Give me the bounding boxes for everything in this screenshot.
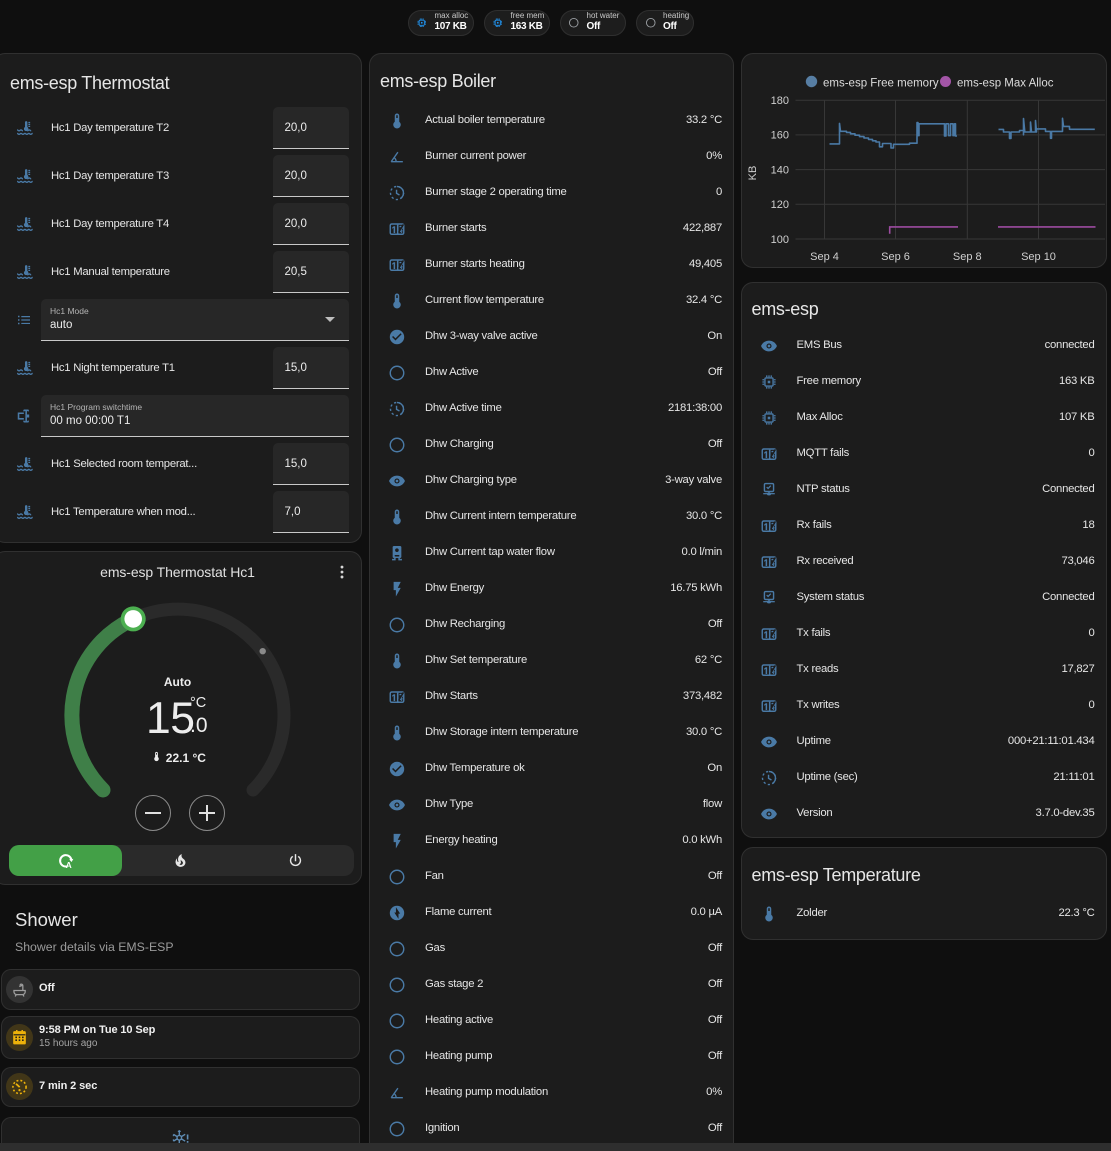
svg-text:A: A [65, 860, 71, 869]
svg-text:KB: KB [747, 166, 759, 181]
svg-text:Sep 10: Sep 10 [1021, 251, 1056, 263]
svg-text:180: 180 [770, 95, 788, 107]
svg-text:100: 100 [770, 234, 788, 246]
svg-text:ems-esp Free memory: ems-esp Free memory [823, 78, 939, 90]
svg-text:140: 140 [770, 164, 788, 176]
svg-text:Sep 8: Sep 8 [952, 251, 981, 263]
svg-text:Sep 4: Sep 4 [810, 251, 839, 263]
svg-text:160: 160 [770, 130, 788, 142]
svg-text:Sep 6: Sep 6 [881, 251, 910, 263]
svg-text:120: 120 [770, 199, 788, 211]
svg-text:ems-esp Max Alloc: ems-esp Max Alloc [957, 78, 1054, 90]
